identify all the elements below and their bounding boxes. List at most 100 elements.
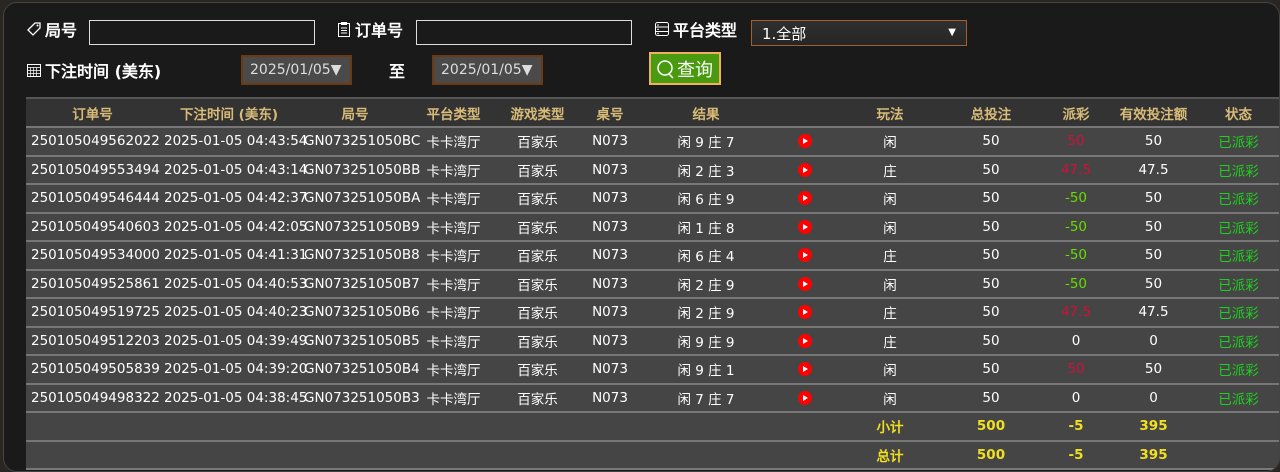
- total-bet-cell: 50: [941, 355, 1041, 385]
- payout-cell: -50: [1041, 241, 1111, 271]
- status-cell: 已派彩: [1196, 241, 1279, 271]
- total-bet-cell: 50: [941, 326, 1041, 356]
- payout-cell: 50: [1041, 355, 1111, 385]
- play-video-icon[interactable]: [798, 276, 812, 291]
- status-cell: 已派彩: [1196, 127, 1279, 157]
- table-row: 250105049498322 2025-01-05 04:38:45 GN0732…: [26, 383, 1279, 413]
- column-header: 玩法: [839, 97, 941, 128]
- platform-cell: 卡卡湾厅: [411, 127, 496, 157]
- date-from-select[interactable]: 2025/01/05▼: [241, 55, 352, 85]
- bet-time-cell: 2025-01-05 04:40:23: [159, 298, 307, 328]
- order-id-cell: 250105049540603: [26, 212, 160, 242]
- round-input[interactable]: [89, 20, 315, 45]
- date-to-select[interactable]: 2025/01/05▼: [432, 55, 543, 85]
- total-bet-cell: 50: [941, 241, 1041, 271]
- table-id-cell: N073: [579, 241, 641, 271]
- table-row: 250105049546444 2025-01-05 04:42:37 GN0732…: [26, 184, 1279, 214]
- platform-select[interactable]: 1.全部 ▼: [751, 20, 967, 46]
- order-id-cell: 250105049534000: [26, 241, 160, 271]
- order-id-cell: 250105049519725: [26, 298, 160, 328]
- payout-cell: 50: [1041, 127, 1111, 157]
- replay-cell: [771, 212, 839, 242]
- subtotal-payout: -5: [1041, 412, 1111, 442]
- bet-type-cell: 庄: [839, 241, 941, 271]
- server-list-icon: [655, 22, 669, 36]
- calendar-icon: [27, 64, 41, 77]
- query-button[interactable]: 查询: [649, 52, 721, 85]
- round-id-cell: GN073251050B7: [299, 269, 420, 299]
- column-header: 派彩: [1041, 97, 1111, 128]
- platform-label-text: 平台类型: [673, 21, 738, 40]
- replay-cell: [771, 326, 839, 356]
- status-cell: 已派彩: [1196, 298, 1279, 328]
- game-type-cell: 百家乐: [496, 326, 579, 356]
- bet-time-cell: 2025-01-05 04:41:31: [159, 241, 307, 271]
- column-header: 结果: [641, 97, 771, 128]
- order-id-cell: 250105049553494: [26, 155, 160, 185]
- result-cell: 闲 1 庄 8: [641, 212, 771, 242]
- order-input[interactable]: [416, 20, 632, 45]
- time-label-text: 下注时间 (美东): [45, 62, 162, 81]
- total-row: 总计 500 -5 395: [26, 440, 1279, 470]
- payout-cell: -50: [1041, 269, 1111, 299]
- game-type-cell: 百家乐: [496, 127, 579, 157]
- table-id-cell: N073: [579, 127, 641, 157]
- play-video-icon[interactable]: [798, 248, 812, 263]
- payout-cell: 0: [1041, 383, 1111, 413]
- play-video-icon[interactable]: [798, 219, 812, 234]
- bet-type-cell: 闲: [839, 184, 941, 214]
- play-video-icon[interactable]: [798, 162, 812, 177]
- play-video-icon[interactable]: [798, 362, 812, 377]
- result-cell: 闲 2 庄 9: [641, 298, 771, 328]
- game-type-cell: 百家乐: [496, 298, 579, 328]
- to-label: 至: [389, 62, 406, 81]
- spacer-cell: [1196, 412, 1279, 442]
- table-row: 250105049505839 2025-01-05 04:39:20 GN0732…: [26, 355, 1279, 385]
- valid-bet-cell: 50: [1111, 355, 1196, 385]
- replay-cell: [771, 383, 839, 413]
- table-id-cell: N073: [579, 212, 641, 242]
- total-total-bet: 500: [941, 440, 1041, 470]
- replay-cell: [771, 155, 839, 185]
- clipboard-icon: [338, 22, 350, 37]
- round-id-cell: GN073251050B3: [299, 383, 420, 413]
- subtotal-total-bet: 500: [941, 412, 1041, 442]
- bet-type-cell: 闲: [839, 383, 941, 413]
- bet-time-cell: 2025-01-05 04:43:14: [159, 155, 307, 185]
- bet-type-cell: 闲: [839, 269, 941, 299]
- spacer-cell: [1196, 440, 1279, 470]
- play-video-icon[interactable]: [798, 333, 812, 348]
- payout-cell: -50: [1041, 212, 1111, 242]
- platform-cell: 卡卡湾厅: [411, 269, 496, 299]
- bet-time-cell: 2025-01-05 04:38:45: [159, 383, 307, 413]
- table-row: 250105049534000 2025-01-05 04:41:31 GN0732…: [26, 241, 1279, 271]
- valid-bet-cell: 50: [1111, 212, 1196, 242]
- play-video-icon[interactable]: [798, 191, 812, 206]
- result-cell: 闲 7 庄 7: [641, 383, 771, 413]
- payout-cell: 0: [1041, 326, 1111, 356]
- play-video-icon[interactable]: [798, 134, 812, 149]
- round-label: 局号: [26, 17, 77, 41]
- platform-cell: 卡卡湾厅: [411, 326, 496, 356]
- play-video-icon[interactable]: [798, 390, 812, 405]
- column-header: [771, 97, 839, 128]
- round-id-cell: GN073251050B9: [299, 212, 420, 242]
- table-id-cell: N073: [579, 269, 641, 299]
- play-video-icon[interactable]: [798, 305, 812, 320]
- table-row: 250105049512203 2025-01-05 04:39:49 GN0732…: [26, 326, 1279, 356]
- table-row: 250105049562022 2025-01-05 04:43:54 GN0732…: [26, 127, 1279, 157]
- subtotal-valid-bet: 395: [1111, 412, 1196, 442]
- platform-cell: 卡卡湾厅: [411, 212, 496, 242]
- replay-cell: [771, 184, 839, 214]
- platform-cell: 卡卡湾厅: [411, 155, 496, 185]
- round-id-cell: GN073251050BC: [299, 127, 420, 157]
- total-bet-cell: 50: [941, 184, 1041, 214]
- column-header: 订单号: [26, 97, 159, 128]
- status-cell: 已派彩: [1196, 212, 1279, 242]
- valid-bet-cell: 0: [1111, 383, 1196, 413]
- subtotal-label: 小计: [839, 412, 941, 442]
- status-cell: 已派彩: [1196, 184, 1279, 214]
- platform-select-value: 1.全部: [762, 25, 807, 43]
- status-cell: 已派彩: [1196, 155, 1279, 185]
- column-header: 下注时间 (美东): [159, 97, 299, 128]
